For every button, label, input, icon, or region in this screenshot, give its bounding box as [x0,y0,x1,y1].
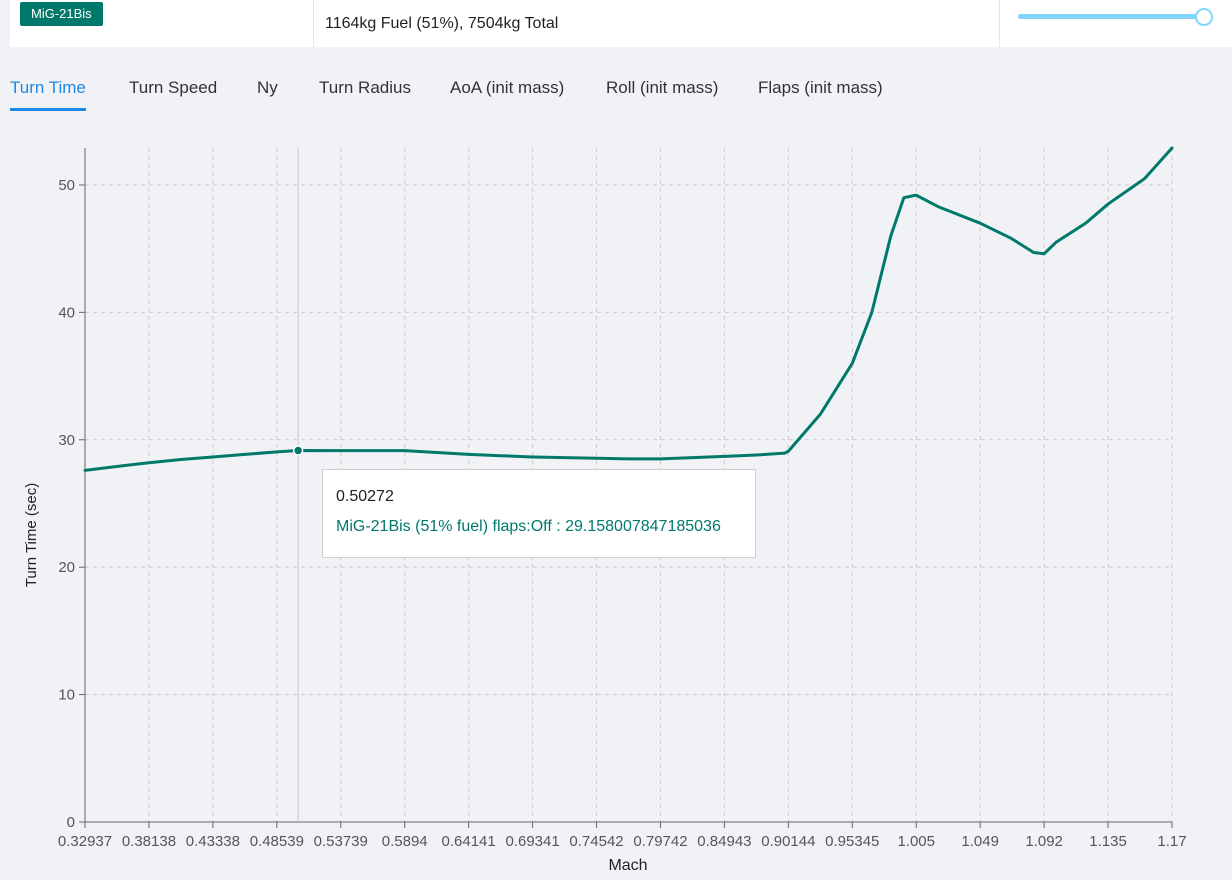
turn-time-chart[interactable]: 0.32937 0.38138 0.43338 0.48539 0.53739 0.589… [0,130,1232,880]
y-tick-label: 50 [58,177,75,194]
x-tick-label: 1.005 [897,833,935,850]
chart-tooltip: 0.50272 MiG-21Bis (51% fuel) flaps:Off :… [322,469,756,558]
y-axis-ticks: 0 10 20 30 40 50 [58,177,85,831]
y-tick-label: 20 [58,559,75,576]
x-axis-label: Mach [608,857,647,874]
x-tick-label: 1.135 [1089,833,1127,850]
x-tick-label: 0.95345 [825,833,879,850]
x-tick-label: 0.32937 [58,833,112,850]
tab-ny[interactable]: Ny [257,78,278,97]
aircraft-cell: MiG-21Bis [10,0,314,47]
x-tick-label: 0.74542 [569,833,623,850]
x-tick-label: 0.48539 [250,833,304,850]
tooltip-x-value: 0.50272 [336,488,394,505]
tooltip-series-value: MiG-21Bis (51% fuel) flaps:Off : 29.1580… [336,518,721,535]
chart-series [83,146,1174,472]
fuel-summary: 1164kg Fuel (51%), 7504kg Total [314,0,1000,47]
x-tick-label: 0.79742 [633,833,687,850]
fuel-slider-track[interactable] [1018,14,1204,19]
x-tick-label: 1.17 [1157,833,1186,850]
y-tick-label: 40 [58,304,75,321]
fuel-slider-thumb[interactable] [1195,8,1213,26]
tab-turn-time[interactable]: Turn Time [10,78,86,111]
x-tick-label: 1.049 [961,833,999,850]
x-tick-label: 0.38138 [122,833,176,850]
tab-aoa[interactable]: AoA (init mass) [450,78,565,97]
hover-marker [292,148,304,822]
y-tick-label: 0 [67,814,75,831]
x-axis-ticks: 0.32937 0.38138 0.43338 0.48539 0.53739 0.589… [58,822,1187,850]
chart-axes [84,148,1172,823]
x-tick-label: 0.90144 [761,833,815,850]
tab-turn-radius[interactable]: Turn Radius [319,78,411,97]
top-bar: MiG-21Bis 1164kg Fuel (51%), 7504kg Tota… [10,0,1232,47]
y-tick-label: 30 [58,432,75,449]
x-tick-label: 0.43338 [186,833,240,850]
tab-flaps[interactable]: Flaps (init mass) [758,78,883,97]
x-tick-label: 0.53739 [314,833,368,850]
x-tick-label: 1.092 [1025,833,1063,850]
x-tick-label: 0.64141 [442,833,496,850]
series-line [83,146,1174,472]
tab-turn-speed[interactable]: Turn Speed [129,78,218,97]
x-tick-label: 0.84943 [697,833,751,850]
hover-point [292,445,304,456]
aircraft-badge[interactable]: MiG-21Bis [20,1,103,26]
tab-roll[interactable]: Roll (init mass) [606,78,719,97]
x-tick-label: 0.69341 [505,833,559,850]
fuel-slider[interactable] [1000,0,1232,47]
y-tick-label: 10 [58,687,75,704]
x-tick-label: 0.5894 [382,833,428,850]
y-axis-label: Turn Time (sec) [23,483,40,587]
